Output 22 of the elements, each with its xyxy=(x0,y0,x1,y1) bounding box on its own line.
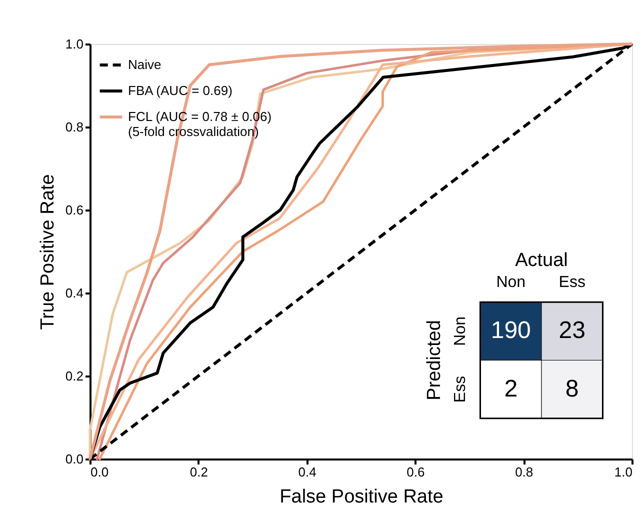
legend-label: Naive xyxy=(128,57,162,72)
data-label: 8 xyxy=(565,375,579,402)
x-tick-label: 0.8 xyxy=(515,464,534,480)
x-tick-label: 0.6 xyxy=(406,464,425,480)
y-tick-label: 0.2 xyxy=(65,368,84,384)
x-tick-label: 0.0 xyxy=(90,464,109,480)
x-axis-title: False Positive Rate xyxy=(280,486,444,508)
data-label: 23 xyxy=(558,317,586,344)
x-tick-label: 0.4 xyxy=(298,464,316,480)
x-axis-title: Actual xyxy=(515,250,568,272)
y-tick-label: 0.6 xyxy=(65,202,84,218)
data-label: 2 xyxy=(504,375,518,402)
legend-label: FCL (AUC = 0.78 ± 0.06) (5-fold crossvalidation) xyxy=(128,109,272,139)
y-axis-title: Predicted xyxy=(424,320,446,400)
y-tick-label: 1.0 xyxy=(65,36,84,52)
legend-label: FBA (AUC = 0.69) xyxy=(128,83,232,98)
x-tick-label: 1.0 xyxy=(614,464,632,480)
y-axis-title: True Positive Rate xyxy=(37,174,58,330)
x-tick-label: 0.2 xyxy=(190,464,208,480)
data-label: 190 xyxy=(490,317,531,344)
y-tick-label: 0.0 xyxy=(65,452,84,466)
y-tick-label: 0.8 xyxy=(65,120,84,134)
